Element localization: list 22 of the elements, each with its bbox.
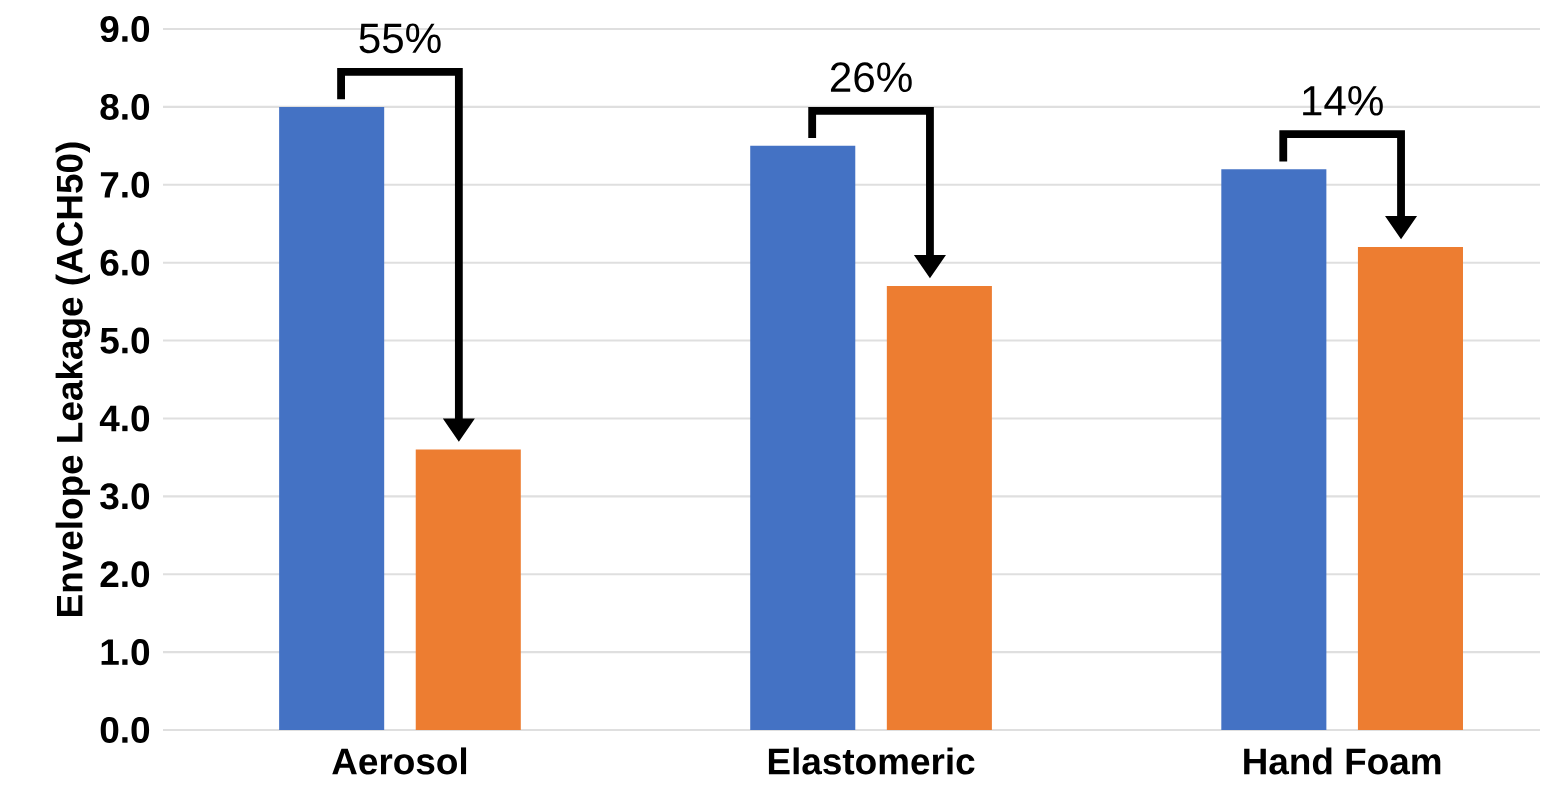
- y-tick-label: 3.0: [100, 483, 150, 510]
- y-tick-label: 4.0: [99, 405, 150, 432]
- bar: [750, 145, 856, 730]
- y-tick-label: 5.0: [100, 327, 150, 354]
- y-tick-label: 2.0: [100, 561, 150, 588]
- y-tick-label: 7.0: [100, 171, 150, 198]
- y-axis-title: Envelope Leakage (ACH50): [55, 142, 91, 616]
- bar: [415, 449, 521, 730]
- x-tick-label: Elastomeric: [768, 747, 975, 775]
- annotation: 14%: [1303, 86, 1383, 116]
- bar: [1221, 169, 1327, 730]
- y-tick-label: 8.0: [100, 93, 150, 120]
- annotation: 55%: [359, 23, 441, 54]
- y-tick-label: 0.0: [100, 716, 150, 744]
- y-tick-label: 1.0: [101, 639, 150, 666]
- x-tick-label: Hand Foam: [1244, 747, 1441, 775]
- bar: [886, 286, 992, 730]
- annotation: 26%: [830, 62, 912, 93]
- x-tick-label: Aerosol: [332, 747, 467, 775]
- y-tick-label: 6.0: [100, 249, 150, 276]
- y-tick-label: 9.0: [100, 16, 150, 43]
- bar: [1357, 247, 1463, 730]
